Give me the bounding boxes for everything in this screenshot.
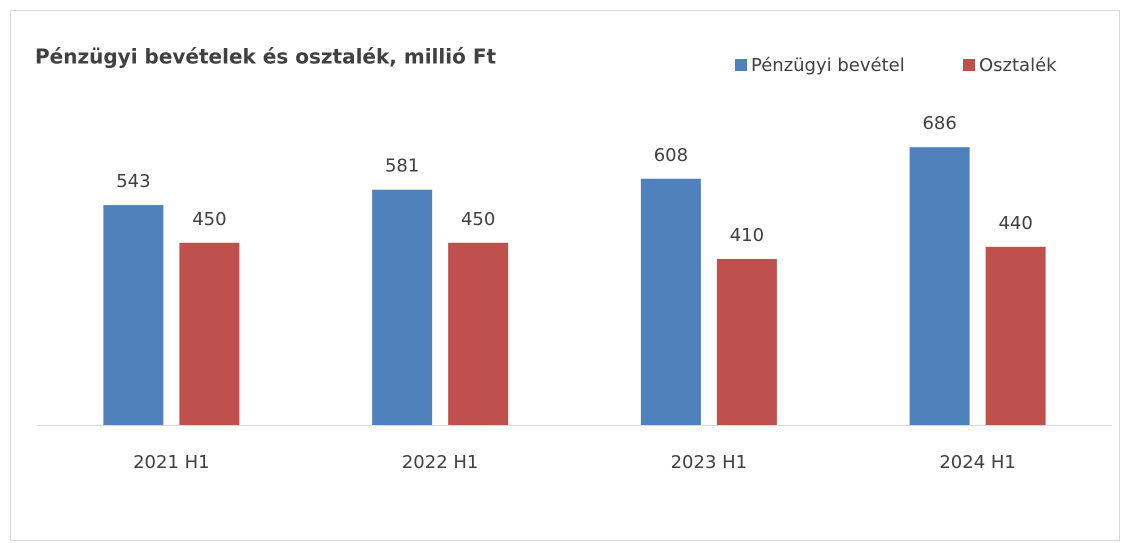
legend-swatch [963, 59, 975, 71]
bar [103, 205, 164, 425]
data-label: 450 [461, 209, 495, 230]
data-label: 450 [192, 209, 226, 230]
x-tick-label: 2021 H1 [133, 452, 210, 473]
x-tick-label: 2023 H1 [671, 452, 748, 473]
legend-label: Pénzügyi bevétel [751, 55, 905, 76]
data-label: 608 [654, 145, 688, 166]
data-label: 410 [730, 225, 764, 246]
legend-swatch [735, 59, 747, 71]
bar [985, 246, 1046, 425]
bar [640, 178, 701, 425]
bar [716, 258, 777, 425]
bar [372, 189, 433, 425]
data-label: 686 [922, 113, 956, 134]
data-label: 543 [116, 171, 150, 192]
data-label: 440 [998, 213, 1032, 234]
x-tick-label: 2024 H1 [939, 452, 1016, 473]
bar [179, 242, 240, 425]
legend-label: Osztalék [979, 55, 1057, 76]
x-tick-label: 2022 H1 [402, 452, 479, 473]
data-label: 581 [385, 156, 419, 177]
bar [448, 242, 509, 425]
chart-title: Pénzügyi bevételek és osztalék, millió F… [35, 45, 496, 69]
bar [909, 147, 970, 426]
